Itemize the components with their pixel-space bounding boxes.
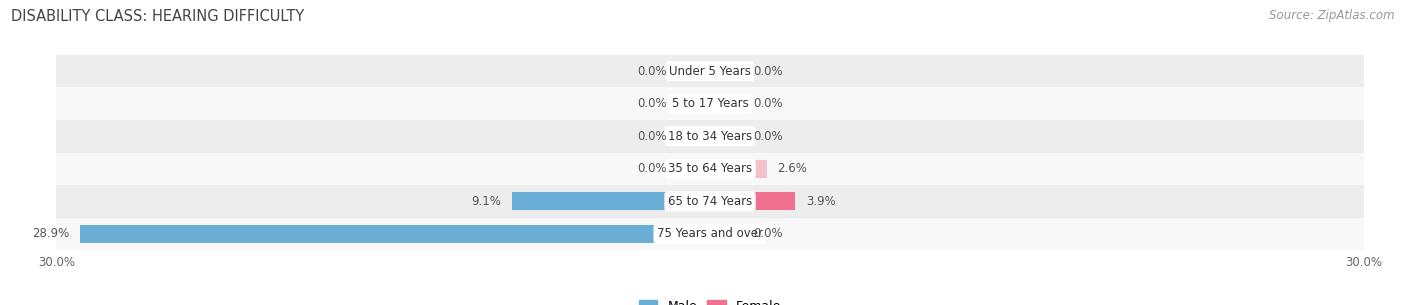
Bar (710, 225, 742, 243)
Text: 3.9%: 3.9% (806, 195, 835, 208)
Text: 75 Years and over: 75 Years and over (657, 227, 763, 240)
Bar (56, 217, 1364, 250)
Bar (710, 192, 794, 210)
Bar (710, 62, 742, 80)
Bar (678, 95, 710, 113)
Text: 0.0%: 0.0% (637, 162, 666, 175)
Text: 2.6%: 2.6% (778, 162, 807, 175)
Text: 28.9%: 28.9% (32, 227, 69, 240)
Bar (512, 192, 710, 210)
Text: 5 to 17 Years: 5 to 17 Years (672, 97, 748, 110)
Text: DISABILITY CLASS: HEARING DIFFICULTY: DISABILITY CLASS: HEARING DIFFICULTY (11, 9, 305, 24)
Text: Under 5 Years: Under 5 Years (669, 65, 751, 78)
Bar (678, 62, 710, 80)
Bar (678, 160, 710, 178)
Text: 0.0%: 0.0% (754, 227, 783, 240)
Text: 0.0%: 0.0% (637, 97, 666, 110)
Bar (710, 160, 766, 178)
Bar (710, 95, 742, 113)
Text: 0.0%: 0.0% (637, 65, 666, 78)
Bar (678, 127, 710, 145)
Text: 65 to 74 Years: 65 to 74 Years (668, 195, 752, 208)
Text: 35 to 64 Years: 35 to 64 Years (668, 162, 752, 175)
Text: 0.0%: 0.0% (637, 130, 666, 143)
Text: Source: ZipAtlas.com: Source: ZipAtlas.com (1270, 9, 1395, 22)
Text: 18 to 34 Years: 18 to 34 Years (668, 130, 752, 143)
Text: 0.0%: 0.0% (754, 130, 783, 143)
Text: 0.0%: 0.0% (754, 97, 783, 110)
Text: 9.1%: 9.1% (471, 195, 501, 208)
Bar (56, 185, 1364, 217)
Bar (710, 127, 742, 145)
Bar (56, 88, 1364, 120)
Bar (56, 152, 1364, 185)
Bar (56, 55, 1364, 88)
Bar (56, 120, 1364, 152)
Bar (80, 225, 710, 243)
Text: 0.0%: 0.0% (754, 65, 783, 78)
Legend: Male, Female: Male, Female (634, 295, 786, 305)
